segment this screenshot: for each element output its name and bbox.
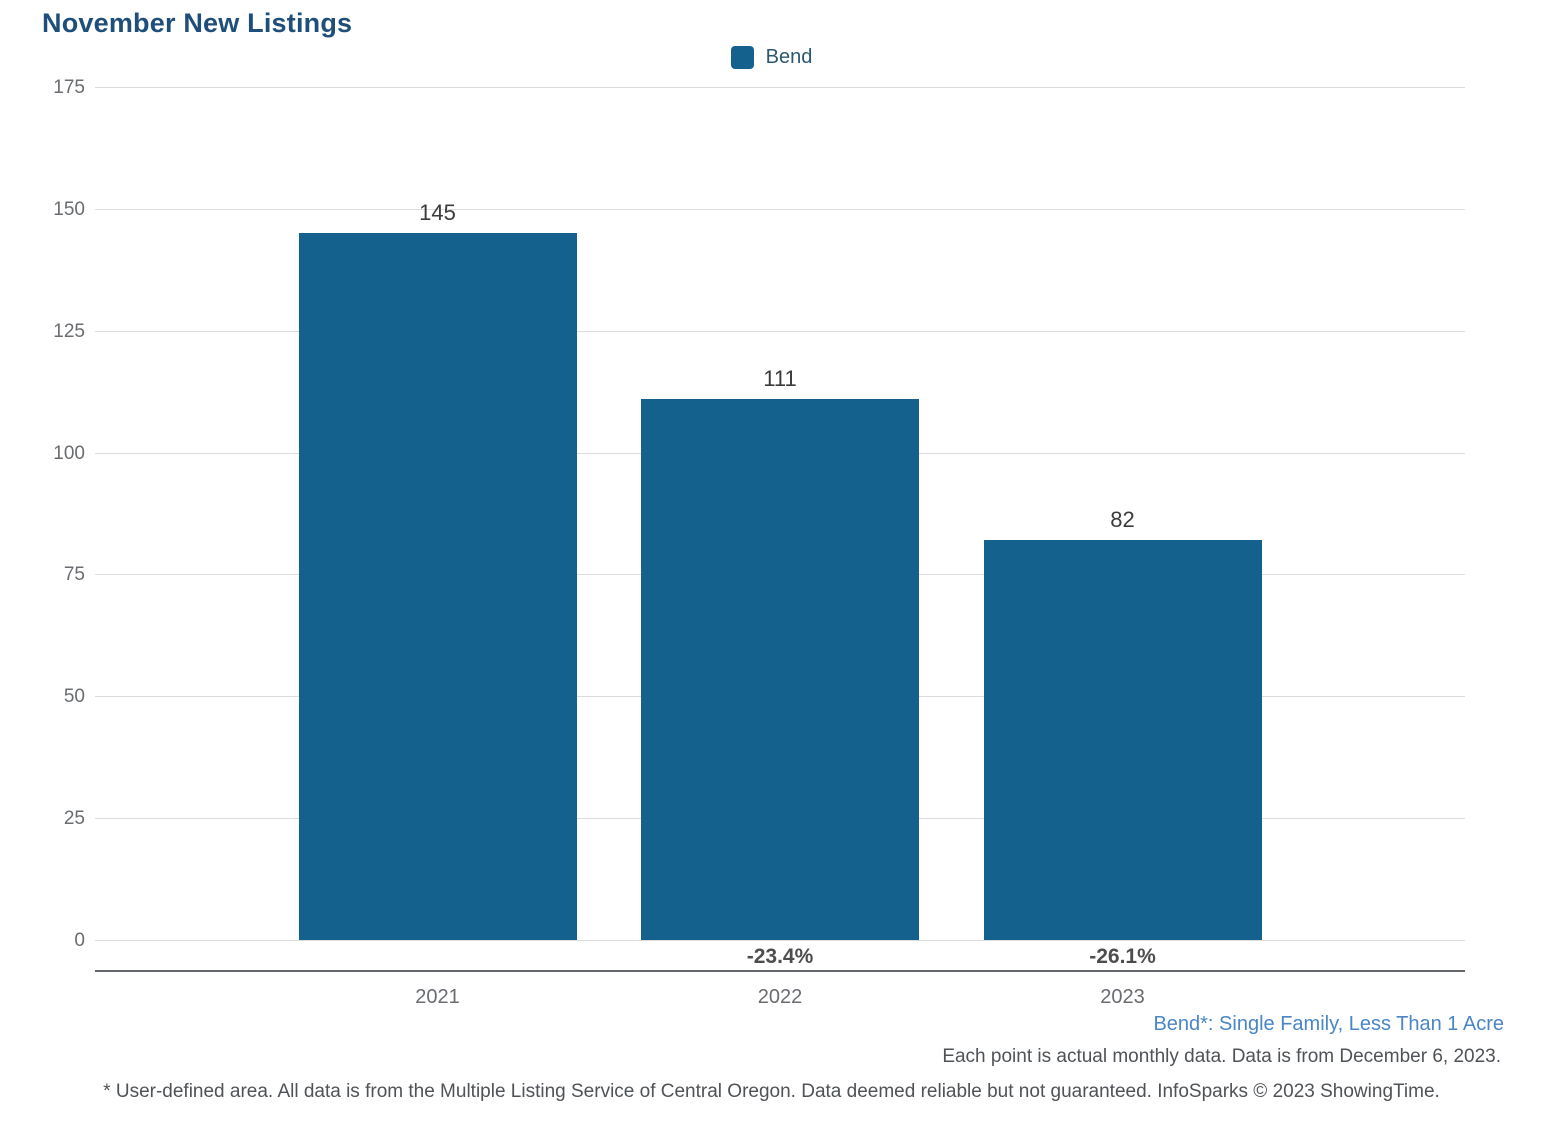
legend: Bend [0,46,1543,69]
y-tick-label: 0 [74,930,85,951]
grid-line [95,940,1465,941]
y-tick-label: 50 [63,686,85,708]
x-axis-line [95,970,1465,972]
pct-change-label: -26.1% [1089,945,1156,968]
bar-2021[interactable] [298,233,577,940]
grid-line [95,330,1465,332]
data-source-note: Each point is actual monthly data. Data … [942,1046,1501,1067]
bar-value-label: 82 [1110,507,1135,533]
bar-value-label: 111 [763,365,797,391]
y-tick-label: 100 [53,442,85,464]
disclaimer-note: * User-defined area. All data is from th… [103,1081,1440,1102]
x-tick-label-2022: 2022 [757,986,803,1008]
grid-line [95,208,1465,210]
y-tick-label: 75 [63,564,85,586]
x-tick-label-2021: 2021 [415,986,460,1008]
bar-value-label: 145 [419,200,456,226]
series-definition-note: Bend*: Single Family, Less Than 1 Acre [1153,1013,1504,1035]
y-tick-label: 150 [53,198,85,220]
legend-swatch-bend [730,46,754,69]
y-tick-label: 125 [53,320,85,342]
bar-2023[interactable] [983,540,1262,940]
pct-change-label: -23.4% [746,945,814,968]
grid-line [95,87,1465,88]
x-tick-label-2023: 2023 [1100,986,1145,1008]
y-tick-label: 25 [63,808,85,830]
y-tick-label: 175 [53,77,85,98]
chart-title: November New Listings [42,8,353,38]
bar-2022[interactable] [641,398,919,940]
legend-label-bend: Bend [765,46,813,68]
